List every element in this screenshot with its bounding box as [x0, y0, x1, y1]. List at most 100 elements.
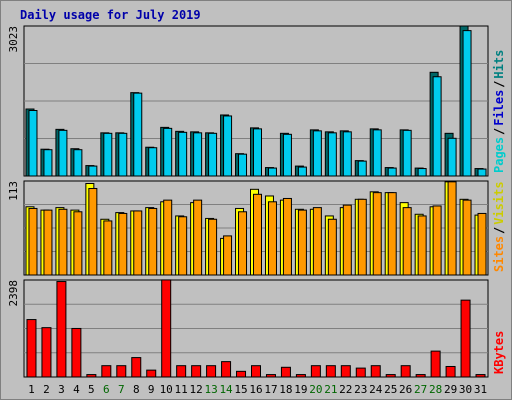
bar-kbytes-31: [475, 374, 486, 378]
panel-bottom: 2398 KBytes: [7, 279, 506, 378]
bar-kbytes-6: [101, 365, 112, 378]
legend-files: Files: [492, 90, 506, 126]
bar-files-27: [417, 168, 427, 177]
series-kbytes: [26, 279, 486, 378]
x-tick-label-5: 5: [88, 383, 95, 396]
bar-sites-29: [447, 181, 457, 276]
x-tick-label-28: 28: [429, 383, 442, 396]
series-sites: [28, 181, 487, 276]
panel-middle-max-label: 113: [7, 181, 20, 201]
bar-sites-6: [103, 220, 113, 276]
x-tick-label-9: 9: [148, 383, 155, 396]
bar-files-23: [357, 160, 367, 177]
x-tick-label-10: 10: [160, 383, 173, 396]
x-tick-label-21: 21: [324, 383, 337, 396]
bar-sites-31: [477, 212, 487, 276]
legend-sites: Sites: [492, 236, 506, 272]
x-tick-label-1: 1: [28, 383, 35, 396]
x-tick-label-6: 6: [103, 383, 110, 396]
legend-kbytes: KBytes: [492, 331, 506, 374]
bar-sites-16: [253, 193, 262, 276]
bar-sites-24: [372, 192, 382, 276]
bar-sites-30: [462, 199, 472, 276]
bar-files-29: [447, 137, 457, 177]
bar-sites-2: [43, 209, 53, 276]
x-tick-label-4: 4: [73, 383, 80, 396]
bar-kbytes-29: [445, 365, 456, 378]
bar-files-25: [387, 167, 397, 177]
bar-sites-28: [432, 205, 442, 276]
bar-files-19: [297, 166, 307, 177]
bar-kbytes-21: [325, 365, 336, 378]
chart-panels: 3023 Pages / Files / Hits 113 Sites / Visits 2398 K…: [7, 25, 506, 378]
bar-kbytes-13: [206, 365, 217, 378]
x-tick-label-13: 13: [204, 383, 217, 396]
bar-sites-9: [148, 207, 158, 276]
panel-top-max-label: 3023: [7, 26, 20, 53]
bar-sites-14: [223, 235, 233, 276]
bar-files-10: [163, 127, 173, 177]
bar-kbytes-5: [86, 374, 97, 378]
bar-kbytes-3: [56, 281, 67, 378]
bar-kbytes-19: [295, 374, 306, 378]
bar-kbytes-17: [265, 374, 276, 378]
bar-sites-15: [238, 211, 248, 276]
bar-files-21: [327, 132, 337, 177]
panel-top: 3023 Pages / Files / Hits: [7, 25, 506, 177]
bar-kbytes-18: [280, 366, 291, 378]
bar-sites-21: [327, 218, 337, 276]
x-tick-label-25: 25: [384, 383, 397, 396]
bar-files-14: [223, 115, 233, 177]
bar-files-22: [342, 131, 352, 177]
bar-kbytes-4: [71, 327, 82, 378]
bar-files-5: [88, 165, 98, 177]
bar-files-7: [118, 132, 128, 177]
panel-middle: 113 Sites / Visits: [7, 180, 506, 276]
bar-files-11: [178, 131, 188, 177]
bar-files-20: [312, 130, 322, 177]
bar-sites-11: [178, 216, 188, 276]
bar-sites-7: [118, 212, 128, 276]
bar-files-15: [238, 153, 248, 177]
bar-files-31: [477, 168, 487, 177]
legend-separator: /: [492, 81, 506, 88]
x-tick-label-18: 18: [279, 383, 292, 396]
bar-files-12: [193, 132, 203, 177]
bar-kbytes-8: [131, 357, 142, 378]
legend-visits: Visits: [492, 181, 506, 224]
x-tick-label-3: 3: [58, 383, 65, 396]
bar-sites-26: [402, 207, 412, 276]
x-tick-label-11: 11: [175, 383, 188, 396]
bar-kbytes-10: [161, 279, 172, 378]
bar-sites-23: [357, 198, 367, 276]
bar-kbytes-15: [236, 370, 247, 378]
x-tick-label-8: 8: [133, 383, 140, 396]
bar-files-28: [432, 76, 442, 177]
bar-sites-20: [312, 207, 322, 276]
bar-sites-12: [193, 199, 203, 276]
bar-files-9: [148, 147, 158, 177]
bar-kbytes-11: [176, 365, 187, 378]
x-tick-label-27: 27: [414, 383, 427, 396]
bar-files-2: [43, 149, 53, 177]
legend-hits: Hits: [492, 50, 506, 79]
bar-kbytes-30: [460, 299, 471, 378]
x-tick-label-7: 7: [118, 383, 125, 396]
bar-kbytes-20: [310, 365, 321, 378]
bar-files-26: [402, 129, 412, 177]
x-axis-labels: 1 2 3 4 5 6 7 8 9 10 11 12 13 14 15 16 17 18 19 20 21 22 23 24 2…: [28, 383, 487, 396]
x-tick-label-19: 19: [294, 383, 307, 396]
bar-files-24: [372, 129, 382, 177]
bar-sites-3: [58, 208, 68, 276]
bar-files-8: [133, 92, 143, 177]
bar-kbytes-1: [26, 319, 37, 378]
bar-files-18: [282, 133, 292, 177]
bar-sites-17: [267, 201, 277, 276]
bar-files-1: [28, 110, 38, 177]
bar-files-30: [462, 30, 472, 177]
bar-sites-27: [417, 215, 427, 276]
x-tick-label-22: 22: [339, 383, 352, 396]
bar-kbytes-16: [251, 365, 261, 378]
bar-files-6: [103, 132, 113, 177]
bar-kbytes-26: [400, 365, 411, 378]
